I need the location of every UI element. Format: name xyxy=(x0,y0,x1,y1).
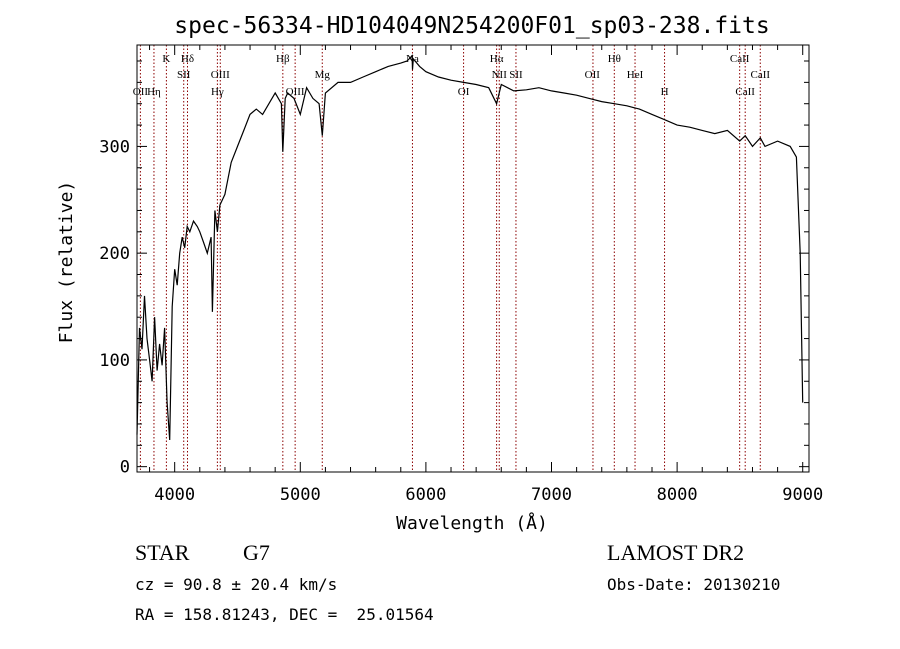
line-marker-label-13: NII xyxy=(492,69,508,81)
line-marker-label-17: HeI xyxy=(627,69,644,81)
spectrum-line xyxy=(136,54,804,441)
line-marker-label-9: Mg xyxy=(315,69,331,81)
line-marker-label-4: SII xyxy=(177,69,191,81)
line-marker-label-20: CaII xyxy=(735,86,755,98)
coordinates: RA = 158.81243, DEC = 25.01564 xyxy=(135,605,434,624)
line-marker-label-16: Hθ xyxy=(608,53,621,65)
line-marker-label-11: OI xyxy=(458,86,470,98)
x-tick-label-2: 6000 xyxy=(405,485,446,505)
x-axis-label: Wavelength (Å) xyxy=(396,512,548,534)
line-marker-label-21: CaII xyxy=(750,69,770,81)
x-tick-label-3: 7000 xyxy=(531,485,572,505)
line-marker-label-12: Hα xyxy=(490,53,504,65)
line-marker-label-6: OIII xyxy=(211,69,230,81)
y-tick-label-3: 300 xyxy=(99,137,130,157)
line-markers xyxy=(139,45,761,472)
x-tick-label-1: 5000 xyxy=(280,485,321,505)
line-marker-label-8: OIII xyxy=(286,86,305,98)
y-axis-ticks: 0 100 200 300 xyxy=(99,60,809,478)
line-marker-label-3: Hδ xyxy=(181,53,194,65)
chart-title: spec-56334-HD104049N254200F01_sp03-238.f… xyxy=(174,13,769,39)
y-tick-label-1: 100 xyxy=(99,351,130,371)
x-axis-ticks: 4000 5000 6000 7000 8000 9000 xyxy=(149,45,823,505)
line-marker-label-15: OII xyxy=(585,69,601,81)
redshift-text: cz = 90.8 ± 20.4 km/s xyxy=(135,575,337,594)
x-tick-label-5: 9000 xyxy=(782,485,823,505)
x-tick-label-4: 8000 xyxy=(657,485,698,505)
line-marker-label-0: OII xyxy=(133,86,149,98)
line-marker-label-1: Hη xyxy=(147,86,161,98)
plot-frame xyxy=(136,44,810,473)
line-marker-label-5: Hγ xyxy=(211,86,224,98)
survey-name: LAMOST DR2 xyxy=(607,540,744,565)
object-class: STAR xyxy=(135,540,190,565)
line-marker-label-19: CaII xyxy=(730,53,750,65)
line-marker-label-14: SII xyxy=(509,69,523,81)
obs-date: Obs-Date: 20130210 xyxy=(607,575,780,594)
y-tick-label-2: 200 xyxy=(99,244,130,264)
x-tick-label-0: 4000 xyxy=(154,485,195,505)
y-tick-label-0: 0 xyxy=(120,458,130,478)
line-marker-label-7: Hβ xyxy=(276,53,290,65)
y-axis-label: Flux (relative) xyxy=(56,181,77,344)
line-marker-label-2: K xyxy=(162,53,170,65)
object-subclass: G7 xyxy=(243,540,270,565)
line-marker-label-18: H xyxy=(661,86,669,98)
